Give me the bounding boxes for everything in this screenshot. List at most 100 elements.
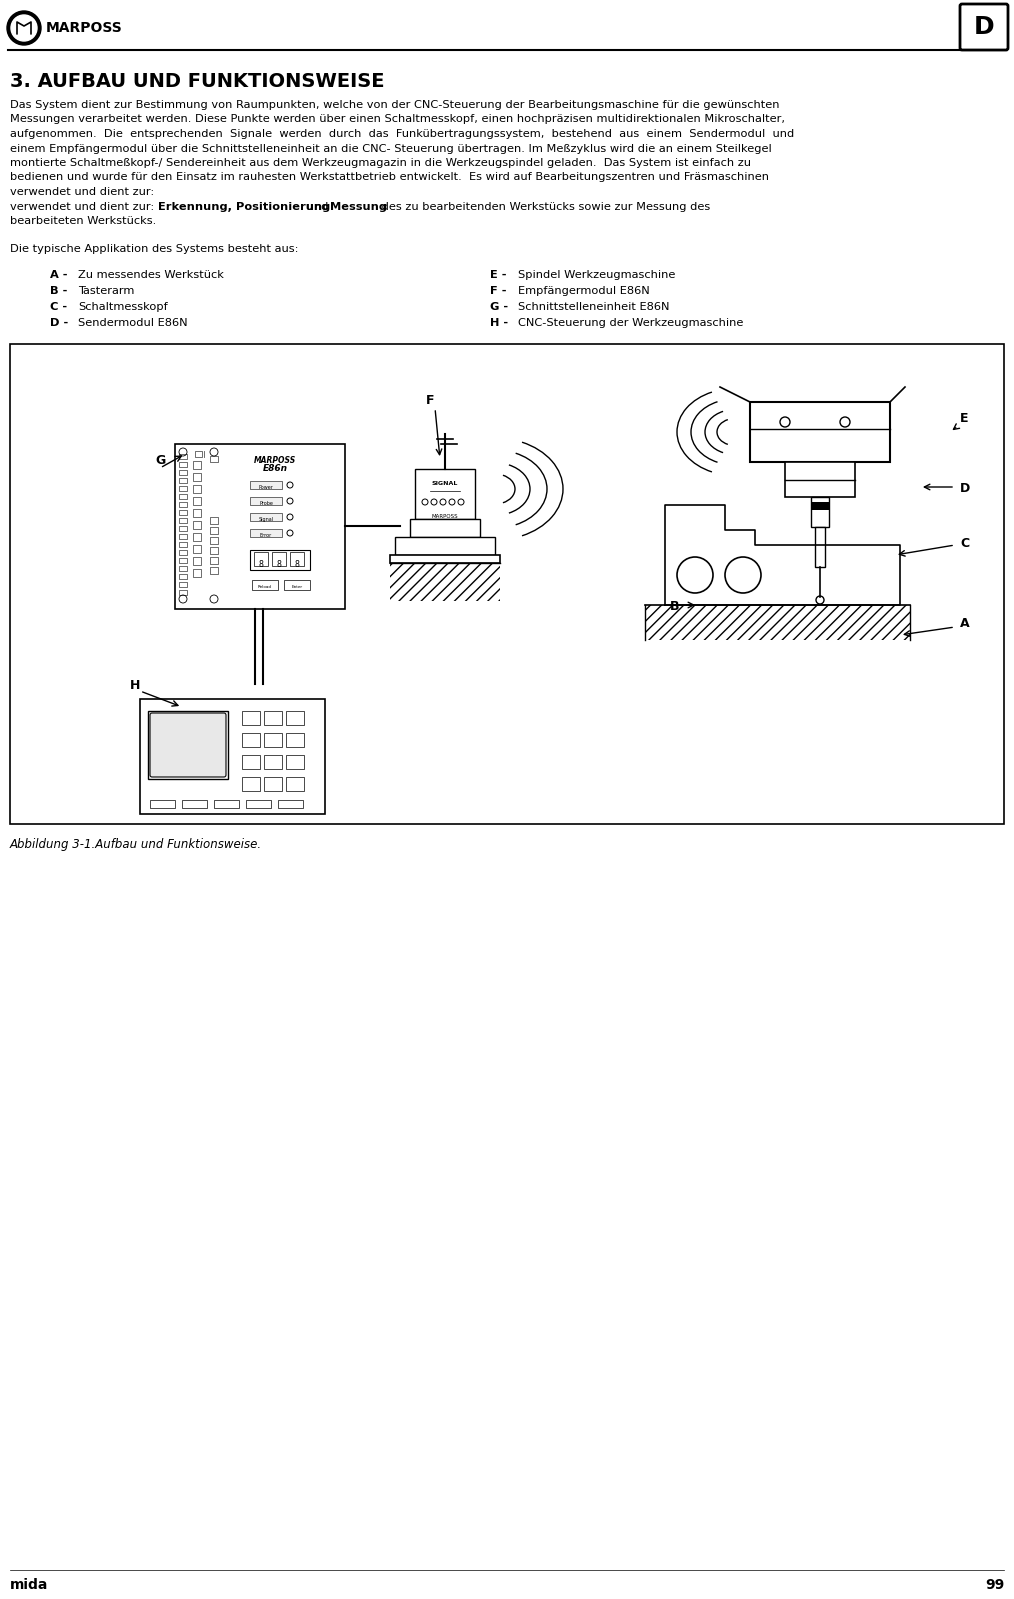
Bar bbox=[179, 550, 187, 555]
Text: Sendermodul E86N: Sendermodul E86N bbox=[78, 318, 188, 328]
Text: F -: F - bbox=[490, 286, 507, 296]
Text: G: G bbox=[155, 454, 165, 467]
Bar bbox=[210, 537, 218, 544]
Text: Die typische Applikation des Systems besteht aus:: Die typische Applikation des Systems bes… bbox=[10, 245, 298, 254]
Bar bbox=[214, 800, 239, 807]
Bar bbox=[264, 777, 282, 792]
Text: Signal: Signal bbox=[259, 516, 274, 521]
Bar bbox=[264, 732, 282, 747]
Bar bbox=[645, 604, 910, 640]
Text: 8: 8 bbox=[259, 560, 264, 569]
Text: SIGNAL: SIGNAL bbox=[432, 481, 458, 486]
Bar bbox=[264, 712, 282, 724]
Text: H -: H - bbox=[490, 318, 508, 328]
Bar bbox=[250, 513, 282, 521]
Bar bbox=[250, 481, 282, 489]
Bar bbox=[179, 526, 187, 531]
Bar bbox=[179, 518, 187, 523]
Bar bbox=[242, 777, 260, 792]
Text: G -: G - bbox=[490, 302, 508, 312]
Text: 8: 8 bbox=[294, 560, 299, 569]
Bar bbox=[750, 401, 890, 462]
Bar bbox=[193, 484, 201, 492]
Bar bbox=[179, 454, 187, 459]
Bar bbox=[254, 552, 268, 566]
Text: H: H bbox=[130, 680, 140, 692]
FancyBboxPatch shape bbox=[150, 713, 226, 777]
Bar bbox=[195, 451, 202, 457]
Text: aufgenommen.  Die  entsprechenden  Signale  werden  durch  das  Funkübertragungs: aufgenommen. Die entsprechenden Signale … bbox=[10, 130, 794, 139]
Bar bbox=[213, 451, 220, 457]
Bar bbox=[175, 445, 345, 609]
Text: bedienen und wurde für den Einsatz im rauhesten Werkstattbetrieb entwickelt.  Es: bedienen und wurde für den Einsatz im ra… bbox=[10, 173, 769, 182]
Bar bbox=[272, 552, 286, 566]
Text: CNC-Steuerung der Werkzeugmaschine: CNC-Steuerung der Werkzeugmaschine bbox=[518, 318, 743, 328]
Bar bbox=[811, 502, 829, 510]
FancyBboxPatch shape bbox=[960, 5, 1008, 50]
Bar bbox=[179, 534, 187, 539]
Bar bbox=[264, 755, 282, 769]
Text: Empfängermodul E86N: Empfängermodul E86N bbox=[518, 286, 650, 296]
Bar bbox=[390, 555, 500, 563]
Bar bbox=[179, 510, 187, 515]
Circle shape bbox=[7, 11, 41, 45]
Text: C: C bbox=[960, 537, 969, 550]
Bar bbox=[410, 520, 480, 537]
Text: D: D bbox=[973, 14, 995, 38]
Text: 8: 8 bbox=[277, 560, 282, 569]
Text: Messungen verarbeitet werden. Diese Punkte werden über einen Schaltmesskopf, ein: Messungen verarbeitet werden. Diese Punk… bbox=[10, 115, 785, 125]
Text: D: D bbox=[960, 481, 970, 496]
Bar bbox=[179, 502, 187, 507]
Text: und: und bbox=[303, 201, 332, 211]
Bar bbox=[210, 556, 218, 564]
Bar bbox=[193, 497, 201, 505]
Bar bbox=[179, 574, 187, 579]
Bar bbox=[222, 451, 229, 457]
Bar bbox=[210, 516, 218, 524]
Bar bbox=[250, 497, 282, 505]
Bar bbox=[286, 777, 304, 792]
Bar bbox=[250, 529, 282, 537]
Text: des zu bearbeitenden Werkstücks sowie zur Messung des: des zu bearbeitenden Werkstücks sowie zu… bbox=[378, 201, 710, 211]
Bar bbox=[10, 344, 1004, 823]
Bar bbox=[252, 580, 278, 590]
Bar bbox=[193, 521, 201, 529]
Text: MARPOSS: MARPOSS bbox=[254, 456, 296, 465]
Text: D -: D - bbox=[50, 318, 68, 328]
Circle shape bbox=[11, 14, 37, 42]
Text: E: E bbox=[960, 413, 968, 425]
Text: A: A bbox=[960, 617, 969, 630]
Bar bbox=[193, 545, 201, 553]
Text: E -: E - bbox=[490, 270, 507, 280]
Bar bbox=[240, 451, 247, 457]
Text: Das System dient zur Bestimmung von Raumpunkten, welche von der CNC-Steuerung de: Das System dient zur Bestimmung von Raum… bbox=[10, 101, 780, 110]
Bar bbox=[231, 451, 238, 457]
Text: Schnittstelleneinheit E86N: Schnittstelleneinheit E86N bbox=[518, 302, 669, 312]
Text: Schaltmesskopf: Schaltmesskopf bbox=[78, 302, 167, 312]
Bar bbox=[284, 580, 310, 590]
Bar bbox=[193, 532, 201, 540]
Bar bbox=[785, 462, 855, 497]
Bar bbox=[415, 469, 475, 520]
Bar bbox=[210, 568, 218, 574]
Bar bbox=[179, 462, 187, 467]
Text: Reload: Reload bbox=[258, 585, 272, 588]
Bar bbox=[286, 712, 304, 724]
Bar bbox=[193, 461, 201, 469]
Bar bbox=[286, 755, 304, 769]
Bar bbox=[148, 712, 228, 779]
Text: A -: A - bbox=[50, 270, 68, 280]
Text: 3. AUFBAU UND FUNKTIONSWEISE: 3. AUFBAU UND FUNKTIONSWEISE bbox=[10, 72, 384, 91]
Bar bbox=[179, 582, 187, 587]
Text: MARPOSS: MARPOSS bbox=[432, 513, 458, 520]
Text: F: F bbox=[426, 393, 434, 408]
Bar bbox=[179, 558, 187, 563]
Text: 99: 99 bbox=[985, 1578, 1004, 1593]
Bar bbox=[179, 478, 187, 483]
Bar bbox=[140, 699, 325, 814]
Bar bbox=[210, 528, 218, 534]
Text: Messung: Messung bbox=[330, 201, 387, 211]
Text: Power: Power bbox=[259, 484, 274, 489]
Bar bbox=[182, 800, 207, 807]
Text: Abbildung 3-1.Aufbau und Funktionsweise.: Abbildung 3-1.Aufbau und Funktionsweise. bbox=[10, 838, 263, 851]
